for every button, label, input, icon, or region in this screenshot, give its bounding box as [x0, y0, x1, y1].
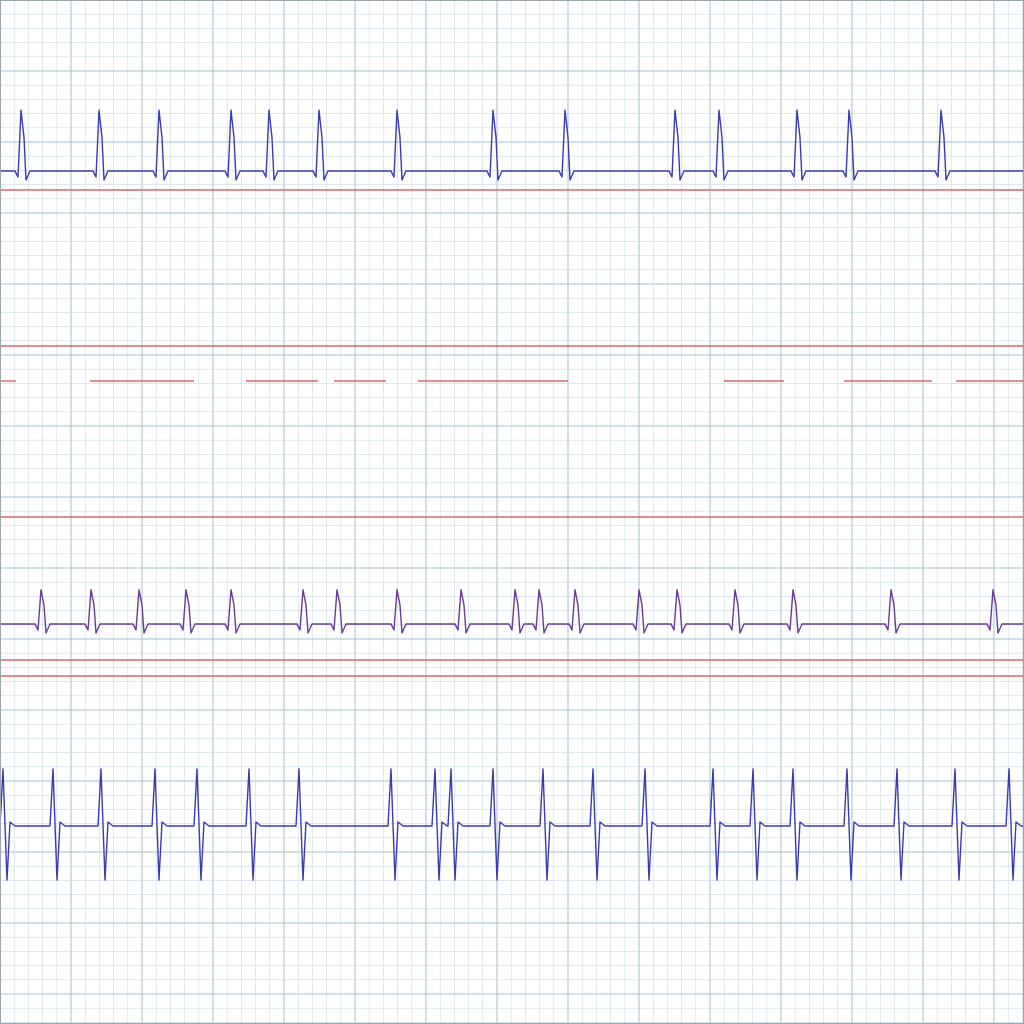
- lead-4-trace: [0, 768, 1024, 881]
- baselines: [0, 189, 1024, 677]
- lead-3-trace: [0, 589, 1024, 634]
- lead-1-trace: [0, 109, 1024, 181]
- traces: [0, 109, 1024, 881]
